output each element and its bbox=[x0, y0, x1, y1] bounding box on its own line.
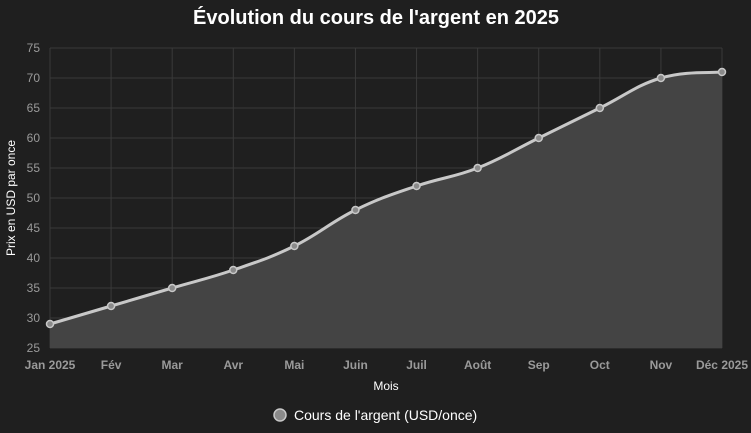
x-tick-label: Sep bbox=[528, 358, 550, 372]
x-tick-label: Nov bbox=[650, 358, 673, 372]
y-tick-label: 25 bbox=[27, 341, 41, 355]
y-tick-label: 50 bbox=[27, 191, 41, 205]
data-point bbox=[534, 133, 543, 143]
data-point bbox=[290, 241, 299, 251]
y-tick-label: 65 bbox=[27, 101, 41, 115]
x-tick-label: Juin bbox=[343, 358, 368, 372]
y-tick-label: 70 bbox=[27, 71, 41, 85]
data-point bbox=[412, 181, 421, 191]
legend-marker-icon bbox=[273, 408, 287, 422]
y-tick-label: 55 bbox=[27, 161, 41, 175]
x-tick-label: Oct bbox=[590, 358, 610, 372]
x-tick-label: Déc 2025 bbox=[696, 358, 748, 372]
data-point bbox=[351, 205, 360, 215]
data-point bbox=[106, 301, 116, 311]
data-points bbox=[45, 67, 727, 329]
y-tick-label: 35 bbox=[27, 281, 41, 295]
legend-label: Cours de l'argent (USD/once) bbox=[294, 407, 477, 423]
y-tick-label: 40 bbox=[27, 251, 41, 265]
x-tick-label: Juil bbox=[406, 358, 427, 372]
data-point bbox=[45, 319, 55, 329]
y-axis-ticks: 25 30 35 40 45 50 55 60 65 70 75 bbox=[27, 41, 41, 355]
y-axis-label: Prix en USD par once bbox=[4, 140, 18, 256]
chart-title: Évolution du cours de l'argent en 2025 bbox=[193, 6, 559, 29]
data-point bbox=[229, 265, 238, 275]
y-tick-label: 60 bbox=[27, 131, 41, 145]
legend[interactable]: Cours de l'argent (USD/once) bbox=[273, 407, 477, 423]
x-axis-label: Mois bbox=[373, 379, 398, 393]
x-tick-label: Fév bbox=[101, 358, 122, 372]
data-point bbox=[595, 103, 605, 113]
data-point bbox=[717, 67, 727, 77]
y-tick-label: 75 bbox=[27, 41, 41, 55]
x-tick-label: Jan 2025 bbox=[25, 358, 76, 372]
data-point bbox=[473, 163, 482, 173]
x-tick-label: Mar bbox=[162, 358, 184, 372]
x-tick-label: Mai bbox=[284, 358, 304, 372]
x-tick-label: Avr bbox=[223, 358, 243, 372]
y-tick-label: 45 bbox=[27, 221, 41, 235]
y-tick-label: 30 bbox=[27, 311, 41, 325]
x-axis-ticks: Jan 2025 Fév Mar Avr Mai Juin Juil Août Sep Oct No… bbox=[25, 358, 749, 372]
data-point bbox=[656, 73, 666, 83]
series-area bbox=[50, 72, 722, 348]
x-tick-label: Août bbox=[464, 358, 491, 372]
data-point bbox=[167, 283, 177, 293]
